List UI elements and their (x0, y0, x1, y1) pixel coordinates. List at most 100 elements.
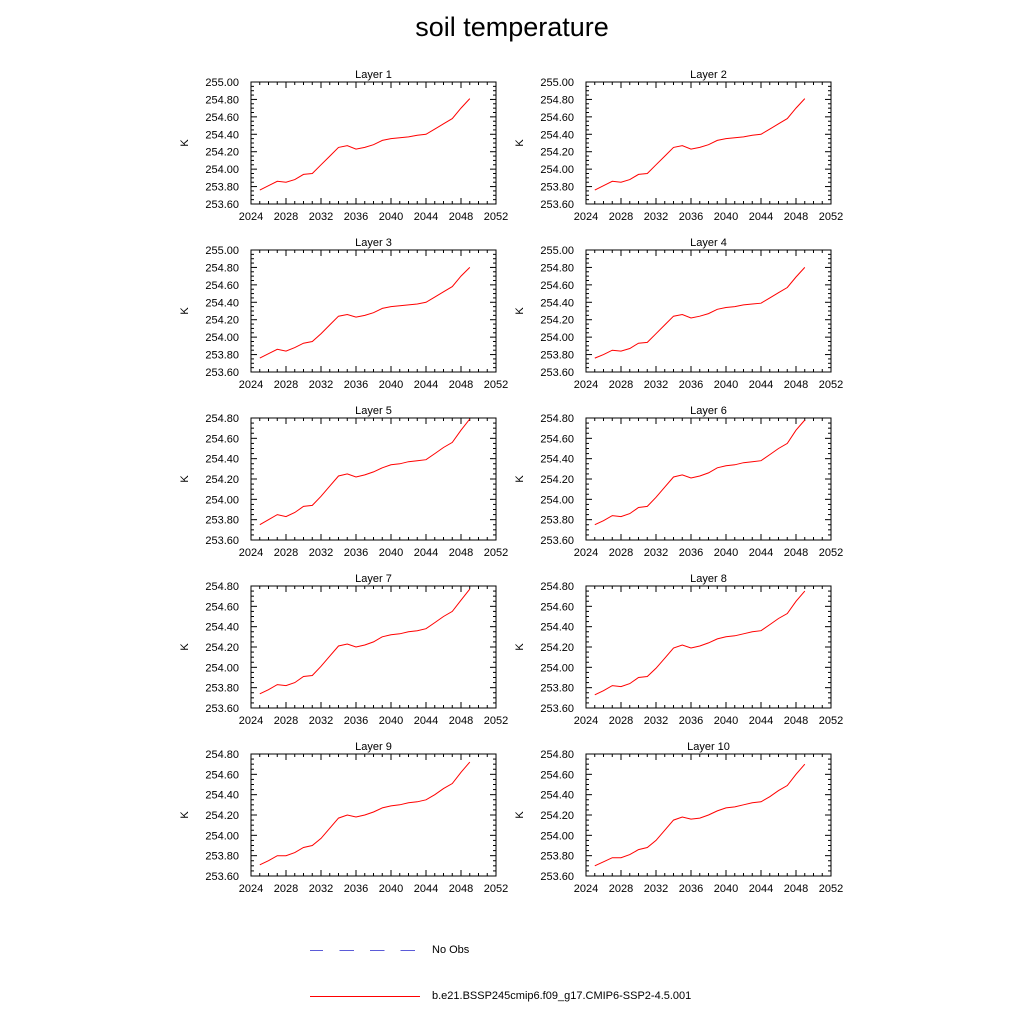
x-tick-label: 2044 (749, 547, 773, 559)
y-axis-label: K (514, 643, 526, 651)
x-tick-label: 2048 (449, 715, 473, 727)
plot-frame (250, 417, 497, 541)
y-tick-label: 254.20 (205, 642, 239, 654)
series-line (259, 98, 471, 191)
y-tick-label: 254.00 (205, 662, 239, 674)
y-tick-label: 254.40 (540, 297, 574, 309)
y-tick-label: 253.60 (205, 535, 239, 547)
y-tick-label: 254.60 (205, 433, 239, 445)
x-tick-label: 2032 (644, 883, 668, 895)
y-tick-label: 254.20 (205, 315, 239, 327)
x-tick-label: 2052 (484, 379, 508, 391)
x-tick-label: 2044 (749, 715, 773, 727)
panel-5: Layer 5 K 2024 2028 2032 2036 2040 2044 2048 2052… (179, 405, 508, 559)
x-tick-label: 2032 (644, 379, 668, 391)
y-tick-label: 253.80 (540, 350, 574, 362)
x-tick-label: 2048 (784, 211, 808, 223)
panel-title: Layer 2 (690, 69, 727, 81)
panel-1: Layer 1 K 2024 2028 2032 2036 2040 2044 2048 2052… (179, 69, 508, 223)
x-tick-label: 2044 (749, 379, 773, 391)
y-tick-label: 253.80 (205, 683, 239, 695)
x-tick-label: 2028 (274, 211, 298, 223)
y-tick-label: 254.00 (205, 494, 239, 506)
panel-2: Layer 2 K 2024 2028 2032 2036 2040 2044 2048 2052… (514, 69, 843, 223)
y-tick-label: 254.40 (540, 790, 574, 802)
x-tick-label: 2048 (449, 547, 473, 559)
y-tick-label: 254.80 (205, 749, 239, 761)
x-tick-label: 2036 (344, 883, 368, 895)
x-tick-label: 2024 (239, 211, 263, 223)
x-tick-label: 2036 (679, 883, 703, 895)
x-tick-label: 2044 (414, 547, 438, 559)
y-tick-label: 254.20 (540, 147, 574, 159)
y-tick-label: 254.00 (540, 332, 574, 344)
legend-obs-label: No Obs (432, 944, 470, 956)
y-tick-label: 253.80 (540, 851, 574, 863)
x-tick-label: 2028 (609, 211, 633, 223)
legend-obs: No Obs (310, 940, 469, 960)
x-tick-label: 2032 (309, 715, 333, 727)
x-tick-label: 2040 (379, 883, 403, 895)
x-tick-label: 2028 (609, 379, 633, 391)
y-tick-label: 253.80 (205, 182, 239, 194)
x-tick-label: 2052 (484, 883, 508, 895)
y-tick-label: 254.60 (540, 280, 574, 292)
x-tick-label: 2052 (819, 715, 843, 727)
x-tick-label: 2044 (749, 883, 773, 895)
x-tick-label: 2028 (609, 883, 633, 895)
panel-title: Layer 5 (355, 405, 392, 417)
y-tick-label: 254.60 (205, 769, 239, 781)
x-tick-label: 2036 (344, 379, 368, 391)
x-tick-label: 2048 (784, 715, 808, 727)
y-tick-label: 254.80 (205, 94, 239, 106)
series-line (594, 590, 806, 696)
y-tick-label: 254.00 (205, 830, 239, 842)
y-tick-label: 253.60 (205, 367, 239, 379)
y-tick-label: 254.00 (540, 830, 574, 842)
panel-title: Layer 9 (355, 741, 392, 753)
x-tick-label: 2032 (644, 211, 668, 223)
x-tick-label: 2024 (574, 883, 598, 895)
y-tick-label: 254.60 (540, 601, 574, 613)
y-tick-label: 253.60 (205, 199, 239, 211)
x-tick-label: 2040 (714, 883, 738, 895)
series-line (594, 763, 806, 867)
y-tick-label: 253.80 (540, 182, 574, 194)
x-tick-label: 2040 (379, 715, 403, 727)
y-tick-label: 254.00 (540, 662, 574, 674)
series-line (259, 588, 471, 695)
x-tick-label: 2028 (609, 547, 633, 559)
y-tick-label: 254.00 (540, 494, 574, 506)
y-tick-label: 254.80 (540, 262, 574, 274)
y-tick-label: 254.80 (540, 581, 574, 593)
y-tick-label: 253.60 (205, 703, 239, 715)
y-tick-label: 254.80 (205, 262, 239, 274)
legend-obs-swatch (310, 949, 420, 951)
y-tick-label: 254.80 (205, 581, 239, 593)
y-tick-label: 254.60 (540, 769, 574, 781)
x-tick-label: 2044 (414, 883, 438, 895)
x-tick-label: 2040 (379, 379, 403, 391)
y-tick-label: 254.40 (205, 790, 239, 802)
x-tick-label: 2052 (484, 211, 508, 223)
x-tick-label: 2044 (414, 211, 438, 223)
series-line (594, 419, 806, 526)
y-tick-label: 253.60 (540, 367, 574, 379)
y-tick-label: 254.40 (540, 622, 574, 634)
y-tick-label: 254.60 (205, 280, 239, 292)
panel-10: Layer 10 K 2024 2028 2032 2036 2040 2044 2048 205… (514, 741, 843, 895)
x-tick-label: 2044 (414, 379, 438, 391)
y-tick-label: 254.40 (205, 129, 239, 141)
y-tick-label: 254.00 (205, 164, 239, 176)
x-tick-label: 2052 (819, 379, 843, 391)
x-tick-label: 2032 (309, 883, 333, 895)
plot-frame (585, 417, 832, 541)
x-tick-label: 2032 (309, 211, 333, 223)
x-tick-label: 2028 (609, 715, 633, 727)
y-tick-label: 255.00 (540, 245, 574, 257)
x-tick-label: 2040 (379, 547, 403, 559)
legend-model-swatch (310, 995, 420, 997)
x-tick-label: 2036 (679, 379, 703, 391)
panel-9: Layer 9 K 2024 2028 2032 2036 2040 2044 2048 2052… (179, 741, 508, 895)
